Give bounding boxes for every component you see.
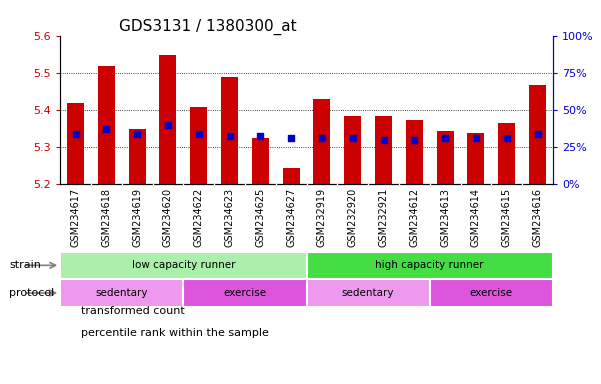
Point: [532, 131, 542, 137]
Text: low capacity runner: low capacity runner: [132, 260, 235, 270]
Text: GSM234617: GSM234617: [70, 188, 81, 247]
Text: transformed count: transformed count: [81, 306, 185, 316]
Point: [441, 135, 450, 141]
Bar: [307, 279, 430, 307]
Text: high capacity runner: high capacity runner: [376, 260, 484, 270]
Text: GSM234616: GSM234616: [532, 188, 543, 247]
Point: [71, 131, 81, 137]
Bar: [314, 99, 331, 184]
Point: [286, 135, 296, 141]
Bar: [498, 123, 515, 184]
Text: exercise: exercise: [224, 288, 266, 298]
Text: GSM234620: GSM234620: [163, 188, 173, 247]
Point: [163, 122, 172, 128]
Bar: [468, 132, 484, 184]
Text: GSM234615: GSM234615: [502, 188, 511, 247]
Bar: [282, 168, 299, 184]
Text: GSM234619: GSM234619: [132, 188, 142, 247]
Text: strain: strain: [9, 260, 41, 270]
Point: [379, 137, 388, 143]
Bar: [529, 84, 546, 184]
Text: GSM234618: GSM234618: [102, 188, 111, 247]
Point: [502, 135, 511, 141]
Bar: [159, 55, 176, 184]
Bar: [221, 77, 238, 184]
Bar: [183, 279, 307, 307]
Point: [194, 131, 204, 137]
Text: percentile rank within the sample: percentile rank within the sample: [81, 328, 269, 338]
Text: GSM234627: GSM234627: [286, 188, 296, 247]
Text: protocol: protocol: [9, 288, 54, 298]
Point: [409, 137, 419, 143]
Text: GSM234625: GSM234625: [255, 188, 265, 247]
Bar: [60, 279, 183, 307]
Bar: [67, 103, 84, 184]
Text: GSM232919: GSM232919: [317, 188, 327, 247]
Point: [225, 133, 234, 139]
Bar: [437, 131, 454, 184]
Point: [348, 135, 358, 141]
Bar: [191, 107, 207, 184]
Point: [132, 131, 142, 137]
Text: GSM234613: GSM234613: [440, 188, 450, 247]
Text: GSM234622: GSM234622: [194, 188, 204, 247]
Bar: [430, 279, 553, 307]
Text: GSM232921: GSM232921: [379, 188, 388, 247]
Bar: [406, 120, 423, 184]
Point: [471, 135, 481, 141]
Bar: [307, 252, 553, 279]
Bar: [60, 252, 307, 279]
Text: exercise: exercise: [470, 288, 513, 298]
Text: GSM232920: GSM232920: [348, 188, 358, 247]
Bar: [98, 66, 115, 184]
Text: sedentary: sedentary: [96, 288, 148, 298]
Bar: [252, 138, 269, 184]
Bar: [344, 116, 361, 184]
Point: [317, 135, 327, 141]
Bar: [375, 116, 392, 184]
Text: GSM234614: GSM234614: [471, 188, 481, 247]
Text: sedentary: sedentary: [342, 288, 394, 298]
Point: [255, 133, 265, 139]
Bar: [129, 129, 145, 184]
Text: GSM234612: GSM234612: [409, 188, 419, 247]
Text: GSM234623: GSM234623: [225, 188, 234, 247]
Point: [102, 126, 111, 132]
Text: GDS3131 / 1380300_at: GDS3131 / 1380300_at: [119, 19, 297, 35]
